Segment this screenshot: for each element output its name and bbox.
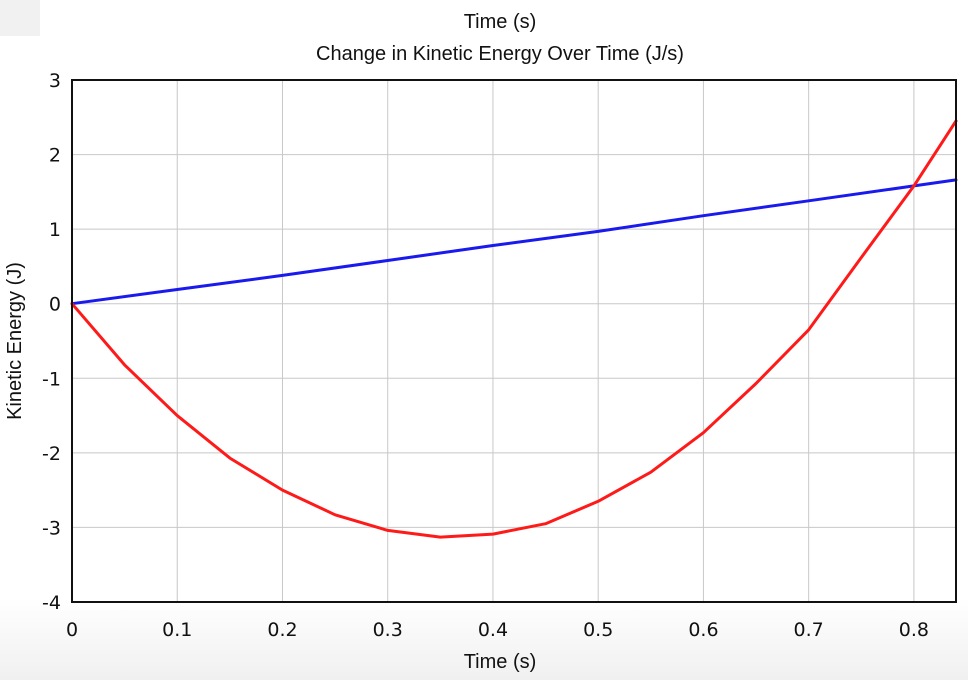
background-strip-top (0, 0, 40, 36)
y-tick-label-4: -1 (42, 368, 61, 390)
plot-area (72, 80, 956, 602)
x-tick-label-7: 0.7 (794, 619, 824, 641)
x-tick-label-4: 0.4 (478, 619, 508, 641)
y-tick-label-5: -2 (42, 443, 61, 465)
x-tick-label-3: 0.3 (373, 619, 403, 641)
chart-subtitle: Change in Kinetic Energy Over Time (J/s) (316, 43, 684, 65)
x-tick-labels: 0 0.1 0.2 0.3 0.4 0.5 0.6 0.7 0.8 (66, 619, 929, 641)
chart-title: Time (s) (464, 11, 537, 33)
y-tick-label-1: 2 (49, 145, 61, 167)
x-tick-label-2: 0.2 (267, 619, 297, 641)
x-axis-label: Time (s) (464, 651, 537, 673)
y-axis-label: Kinetic Energy (J) (4, 262, 26, 420)
y-tick-label-3: 0 (49, 294, 61, 316)
x-tick-label-6: 0.6 (688, 619, 718, 641)
y-tick-label-2: 1 (49, 219, 61, 241)
series-line-0 (70, 178, 958, 306)
y-tick-labels: 3 2 1 0 -1 -2 -3 -4 (42, 70, 61, 614)
background-strip-bottom (0, 598, 968, 680)
y-tick-label-7: -4 (42, 592, 61, 614)
series-line-1 (70, 119, 958, 539)
y-tick-label-0: 3 (49, 70, 61, 92)
x-tick-label-1: 0.1 (162, 619, 192, 641)
plot-border (71, 79, 957, 603)
x-tick-label-8: 0.8 (899, 619, 929, 641)
x-tick-label-5: 0.5 (583, 619, 613, 641)
x-tick-label-0: 0 (66, 619, 78, 641)
series-group (70, 119, 958, 539)
y-tick-label-6: -3 (42, 517, 61, 539)
